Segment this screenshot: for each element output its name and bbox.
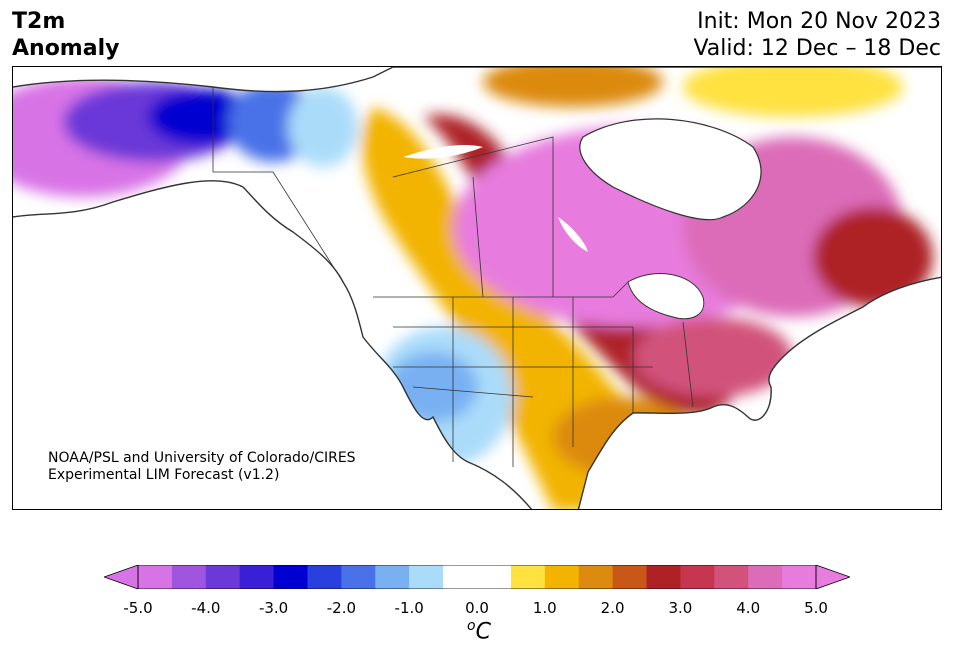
colorbar-segment [782, 565, 817, 589]
colorbar-max-arrow [815, 565, 850, 589]
colorbar-tick-label: 0.0 [465, 599, 489, 617]
credit-line-1: NOAA/PSL and University of Colorado/CIRE… [48, 450, 356, 466]
title-line-1: T2m [12, 9, 66, 34]
colorbar-segment [409, 565, 444, 589]
colorbar-unit: oC [467, 618, 491, 645]
colorbar-tick-label: -1.0 [394, 599, 424, 617]
colorbar-tick-label: 2.0 [600, 599, 625, 617]
colorbar-segment [375, 565, 410, 589]
hudson-bay [579, 118, 762, 221]
anomaly-map [12, 66, 942, 510]
colorbar-segment [646, 565, 681, 589]
colorbar-tick-label: 4.0 [736, 599, 761, 617]
colorbar-segment [443, 565, 478, 589]
great-lakes [627, 273, 705, 320]
map-svg [13, 67, 941, 509]
political-borders [212, 87, 694, 467]
coastline [13, 67, 941, 509]
colorbar-segment [714, 565, 749, 589]
colorbar-segments [138, 565, 817, 589]
init-date: Init: Mon 20 Nov 2023 [697, 9, 941, 34]
colorbar-segment [544, 565, 580, 589]
colorbar-segment [138, 565, 173, 589]
valid-date: Valid: 12 Dec – 18 Dec [693, 36, 941, 61]
colorbar-tick-label: -3.0 [258, 599, 289, 617]
credit-line-2: Experimental LIM Forecast (v1.2) [48, 467, 280, 483]
map-title: T2m Anomaly [12, 8, 119, 62]
colorbar-tick-label: 5.0 [804, 599, 828, 617]
colorbar-segment [205, 565, 241, 589]
anomaly-field [13, 67, 941, 509]
colorbar-segment [477, 565, 512, 589]
colorbar [104, 565, 850, 589]
colorbar-segment [510, 565, 546, 589]
colorbar-segment [578, 565, 614, 589]
colorbar-frame [137, 565, 817, 589]
credit-text: NOAA/PSL and University of Colorado/CIRE… [48, 450, 356, 484]
colorbar-segment [307, 565, 342, 589]
title-line-2: Anomaly [12, 36, 120, 61]
colorbar-segment [273, 565, 308, 589]
colorbar-tick-label: -4.0 [191, 599, 221, 617]
great-slave-lake [403, 145, 483, 159]
colorbar-segment [239, 565, 275, 589]
forecast-dates: Init: Mon 20 Nov 2023 Valid: 12 Dec – 18… [693, 8, 941, 62]
colorbar-tick-label: 1.0 [532, 599, 557, 617]
colorbar-segment [748, 565, 783, 589]
colorbar-tick-label: 3.0 [668, 599, 693, 617]
colorbar-min-arrow [104, 565, 139, 589]
colorbar-tick-label: -2.0 [326, 599, 357, 617]
colorbar-segment [612, 565, 647, 589]
colorbar-tick-label: -5.0 [123, 599, 153, 617]
lake-winnipeg [558, 217, 588, 252]
colorbar-segment [341, 565, 376, 589]
colorbar-segment [680, 565, 715, 589]
colorbar-segment [171, 565, 207, 589]
